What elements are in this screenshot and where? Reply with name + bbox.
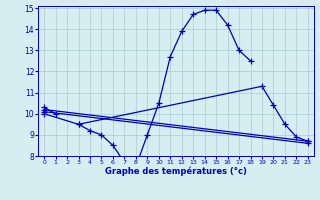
X-axis label: Graphe des températures (°c): Graphe des températures (°c) bbox=[105, 167, 247, 176]
